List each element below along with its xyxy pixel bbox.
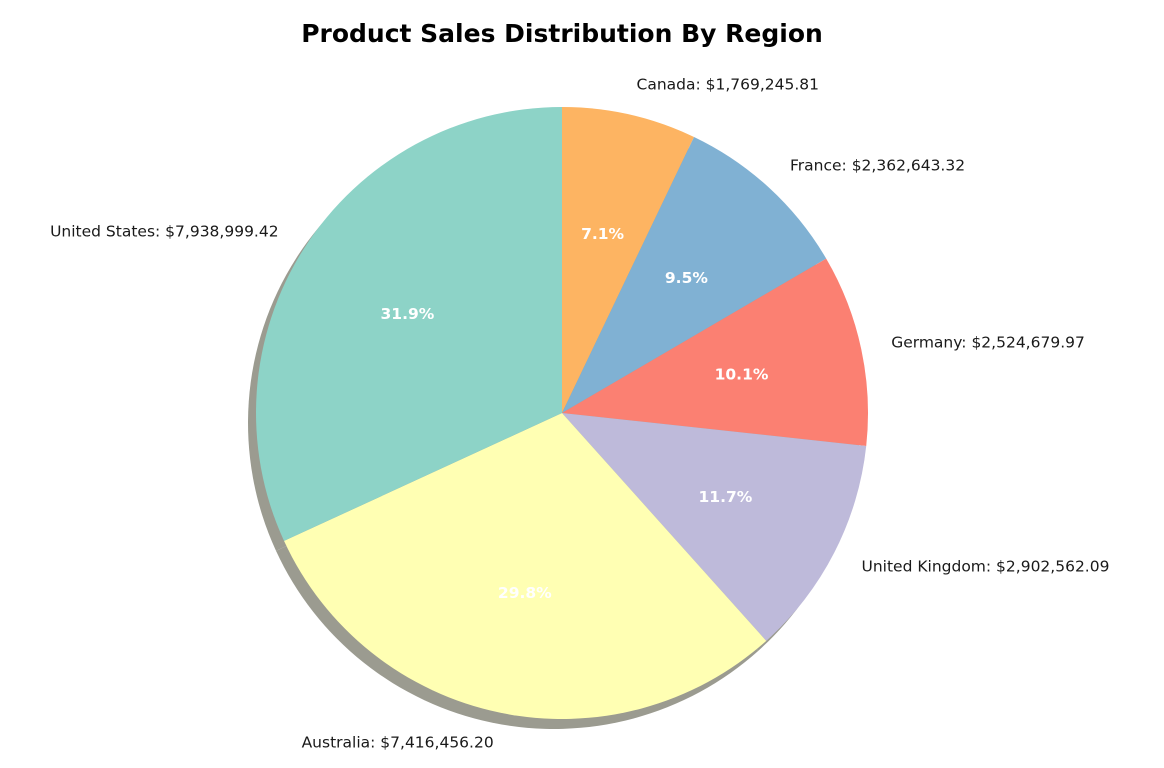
slice-label-canada: Canada: $1,769,245.81 [637, 76, 820, 94]
percent-label-canada: 7.1% [581, 225, 624, 243]
percent-label-france: 9.5% [665, 269, 708, 287]
pie-slice-united-states [256, 107, 562, 541]
pie-slice-canada [562, 107, 695, 413]
percent-label-germany: 10.1% [715, 366, 769, 384]
pie-slice-germany [562, 258, 869, 446]
pie-percent-labels: 7.1% 9.5% 10.1% 11.7% 29.8% 31.9% [381, 225, 769, 602]
chart-title: Product Sales Distribution By Region [301, 19, 823, 48]
slice-label-germany: Germany: $2,524,679.97 [891, 334, 1085, 352]
pie-slices [256, 107, 869, 719]
slice-label-united-kingdom: United Kingdom: $2,902,562.09 [862, 558, 1110, 576]
slice-label-australia: Australia: $7,416,456.20 [302, 734, 494, 752]
percent-label-united-states: 31.9% [381, 305, 435, 323]
pie-slice-australia [284, 413, 767, 719]
percent-label-australia: 29.8% [498, 584, 552, 602]
pie-outer-labels: Canada: $1,769,245.81 France: $2,362,643.… [50, 76, 1109, 752]
slice-label-france: France: $2,362,643.32 [790, 156, 965, 174]
pie-slice-united-kingdom [562, 413, 867, 641]
percent-label-united-kingdom: 11.7% [699, 488, 753, 506]
slice-label-united-states: United States: $7,938,999.42 [50, 222, 279, 240]
pie-slice-france [562, 136, 827, 413]
